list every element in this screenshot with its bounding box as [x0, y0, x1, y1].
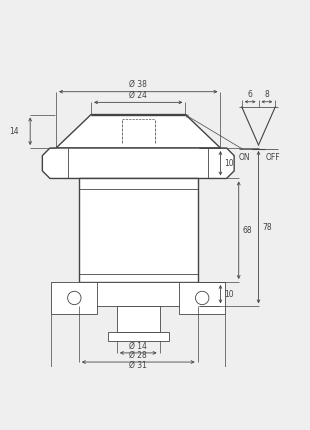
Text: Ø 24: Ø 24 [129, 91, 147, 100]
Polygon shape [51, 282, 97, 314]
Polygon shape [79, 178, 197, 282]
Polygon shape [108, 332, 169, 341]
Polygon shape [117, 306, 160, 332]
Polygon shape [79, 282, 197, 306]
Circle shape [68, 291, 81, 305]
Text: 6: 6 [248, 90, 253, 99]
Text: 10: 10 [224, 290, 234, 299]
Text: Ø 28: Ø 28 [129, 351, 147, 360]
Text: 78: 78 [262, 223, 272, 232]
Circle shape [196, 291, 209, 305]
Text: 10: 10 [224, 159, 234, 168]
Text: Ø 31: Ø 31 [129, 361, 147, 370]
Text: 8: 8 [264, 90, 269, 99]
Text: 14: 14 [9, 127, 19, 136]
Text: 68: 68 [242, 226, 252, 235]
Polygon shape [42, 148, 234, 178]
Polygon shape [179, 282, 225, 314]
Text: ON: ON [238, 153, 250, 162]
Text: Ø 38: Ø 38 [129, 80, 147, 89]
Text: OFF: OFF [266, 153, 281, 162]
Polygon shape [56, 114, 220, 148]
Text: Ø 14: Ø 14 [129, 342, 147, 351]
